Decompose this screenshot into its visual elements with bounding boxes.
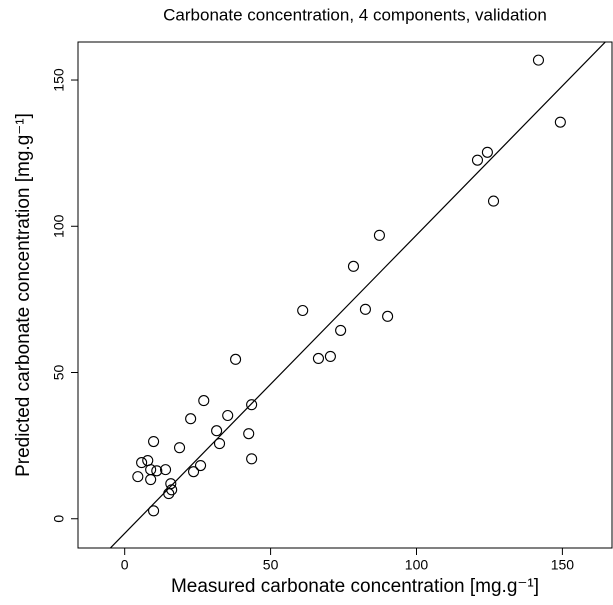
- point: [230, 353, 242, 365]
- point: [213, 438, 226, 450]
- point: [151, 465, 163, 477]
- point: [382, 310, 394, 322]
- y-axis-label: Predicted carbonate concentration [mg.g⁻…: [13, 113, 34, 477]
- point: [145, 474, 157, 486]
- y-tick-label: 100: [51, 214, 67, 238]
- point: [136, 457, 148, 469]
- point: [312, 352, 324, 365]
- y-tick-label: 0: [51, 515, 67, 523]
- point: [335, 324, 347, 336]
- point: [195, 459, 207, 472]
- point: [246, 399, 258, 411]
- point: [359, 303, 371, 315]
- y-tick-label: 50: [51, 365, 67, 381]
- point: [148, 505, 160, 517]
- plot-frame: [77, 41, 613, 549]
- point: [222, 409, 234, 422]
- fit-line: [109, 42, 607, 548]
- point: [163, 488, 175, 500]
- x-tick-label: 150: [551, 557, 575, 573]
- x-tick-label: 50: [263, 557, 279, 573]
- point: [148, 435, 160, 448]
- point: [142, 454, 154, 467]
- point: [246, 453, 258, 465]
- point: [188, 466, 200, 478]
- point: [554, 116, 566, 128]
- point: [243, 428, 255, 440]
- x-tick-label: 100: [405, 557, 429, 573]
- point: [481, 146, 493, 158]
- point: [159, 464, 172, 476]
- x-axis-label: Measured carbonate concentration [mg.g⁻¹…: [171, 576, 539, 597]
- point: [347, 260, 360, 272]
- point: [166, 484, 178, 496]
- point: [373, 229, 385, 241]
- point: [173, 442, 186, 454]
- point: [297, 304, 309, 317]
- point: [185, 413, 197, 425]
- point: [471, 154, 484, 166]
- point: [132, 471, 144, 483]
- point: [324, 350, 336, 362]
- point: [211, 425, 223, 437]
- point: [487, 195, 500, 207]
- x-tick-label: 0: [121, 557, 129, 573]
- point: [198, 395, 210, 407]
- chart-title: Carbonate concentration, 4 components, v…: [163, 5, 547, 24]
- y-tick-label: 150: [51, 68, 67, 92]
- point: [532, 54, 545, 66]
